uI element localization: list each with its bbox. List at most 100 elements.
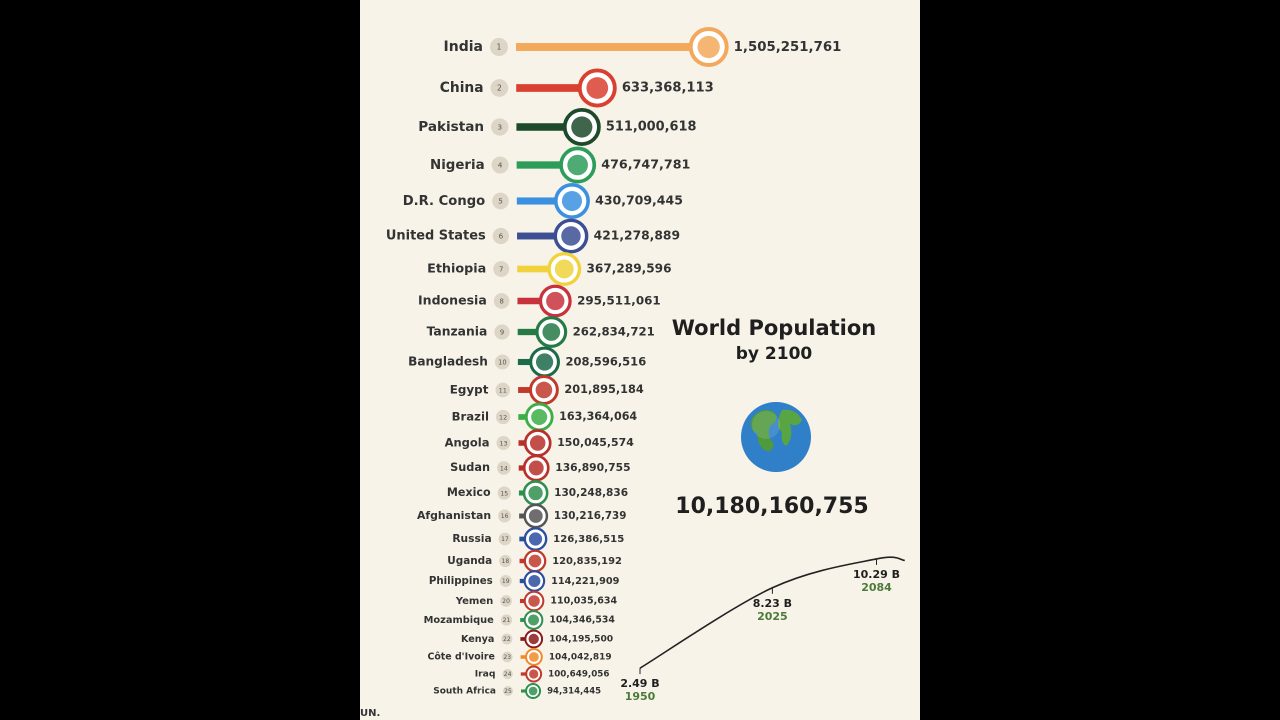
globe (741, 402, 811, 472)
rank: 7 (499, 265, 503, 274)
value-label: 120,835,192 (552, 556, 622, 567)
rank-badge (500, 614, 513, 626)
value-label: 94,314,445 (547, 687, 601, 697)
country-name: India (444, 39, 483, 55)
country-name: Pakistan (418, 119, 484, 135)
rank-badge (495, 382, 511, 398)
rank: 25 (504, 688, 512, 695)
value-label: 130,216,739 (554, 510, 627, 522)
rank: 14 (500, 466, 508, 473)
country-name: United States (386, 229, 486, 244)
country-name: Kenya (461, 634, 494, 645)
rank-badge (499, 554, 512, 568)
rank: 16 (501, 513, 509, 520)
rank: 19 (502, 578, 510, 585)
value-label: 201,895,184 (564, 382, 644, 396)
value-label: 136,890,755 (555, 461, 630, 474)
flag (535, 381, 553, 399)
flag (546, 291, 565, 311)
flag (528, 686, 538, 696)
value-label: 208,596,516 (565, 355, 646, 369)
rank: 5 (498, 197, 503, 206)
flag (528, 614, 539, 626)
flag (571, 116, 593, 138)
rank-badge (492, 227, 510, 245)
year-label: 2084 (861, 581, 892, 594)
subtitle: by 2100 (736, 344, 813, 364)
flag (528, 509, 543, 523)
country-name: Russia (452, 532, 491, 545)
globe-land (778, 409, 802, 446)
flag (697, 35, 720, 59)
flag (529, 435, 546, 451)
flag (554, 259, 574, 279)
rank: 13 (499, 441, 507, 448)
rank-badge (497, 486, 511, 500)
country-name: Uganda (447, 555, 492, 567)
value-label: 126,386,515 (553, 534, 624, 545)
rank-badge (493, 293, 510, 309)
bar (517, 297, 556, 305)
rank: 6 (499, 232, 504, 241)
flag (542, 323, 561, 341)
rank-badge (501, 633, 513, 645)
value-label: 295,511,061 (577, 294, 661, 308)
title: World Population (672, 316, 877, 340)
rank-badge (494, 354, 510, 370)
globe-ocean (741, 402, 811, 472)
rank-badge (502, 668, 513, 680)
rank-badge (490, 38, 508, 56)
point-label: 8.23 B (753, 597, 792, 610)
flag (528, 460, 544, 476)
rank-badge (503, 686, 513, 696)
value-label: 104,195,500 (549, 635, 613, 645)
flag (561, 190, 582, 212)
country-name: Brazil (452, 410, 489, 424)
rank-badge (493, 261, 510, 277)
flag (528, 633, 539, 645)
rank: 3 (497, 123, 502, 132)
flag (528, 652, 539, 662)
country-name: D.R. Congo (403, 194, 485, 209)
country-name: South Africa (433, 687, 496, 697)
value-label: 421,278,889 (594, 229, 680, 243)
rank-badge (498, 509, 512, 523)
country-name: Yemen (455, 596, 494, 607)
bar (516, 43, 709, 51)
rank: 20 (502, 598, 510, 605)
bar (517, 265, 565, 273)
rank: 23 (503, 654, 511, 661)
country-name: Philippines (429, 575, 493, 587)
bar (516, 84, 598, 92)
rank: 12 (499, 414, 507, 422)
rank: 8 (499, 298, 503, 306)
country-name: Afghanistan (417, 509, 491, 522)
rank-badge (492, 192, 509, 210)
country-name: Tanzania (427, 325, 488, 339)
rank: 18 (502, 558, 510, 565)
value-label: 114,221,909 (551, 576, 619, 587)
value-label: 367,289,596 (587, 262, 672, 276)
value-label: 104,346,534 (549, 615, 615, 626)
rank-badge (494, 324, 510, 340)
value-label: 262,834,721 (573, 325, 655, 339)
country-name: Ethiopia (427, 262, 486, 277)
globe-shine (752, 411, 780, 439)
point-label: 10.29 B (853, 568, 900, 581)
rank: 11 (499, 387, 507, 395)
country-name: Côte d'Ivoire (427, 652, 494, 663)
country-name: Indonesia (418, 293, 487, 308)
year-label: 1950 (625, 690, 656, 703)
rank: 21 (503, 617, 511, 624)
flag (535, 353, 554, 371)
value-label: 104,042,819 (549, 653, 612, 663)
bar (516, 161, 578, 169)
rank-badge (501, 651, 513, 663)
bar (516, 197, 572, 205)
value-label: 110,035,634 (550, 596, 617, 607)
value-label: 476,747,781 (601, 157, 690, 172)
country-name: Nigeria (430, 158, 485, 173)
country-name: China (440, 80, 484, 96)
rank-badge (500, 595, 512, 607)
